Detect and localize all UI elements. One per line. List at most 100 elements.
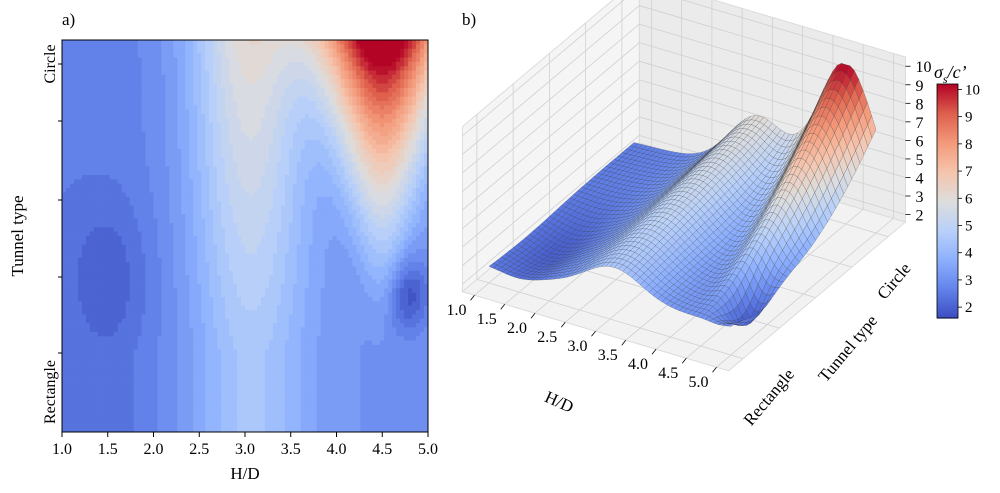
contour-cell <box>137 205 143 211</box>
contour-cell <box>133 249 139 255</box>
contour-cell <box>141 292 147 298</box>
contour-cell <box>149 275 155 281</box>
contour-cell <box>121 392 127 398</box>
contour-cell <box>145 305 151 311</box>
contour-cell <box>169 371 174 376</box>
contour-cell <box>237 253 242 259</box>
contour-cell <box>197 196 202 202</box>
contour-cell <box>241 384 246 390</box>
contour-cell <box>217 79 222 85</box>
contour-cell <box>201 292 206 298</box>
contour-cell <box>149 109 155 115</box>
contour-cell <box>113 74 119 80</box>
contour-cell <box>133 196 139 202</box>
contour-cell <box>205 231 210 237</box>
contour-cell <box>153 371 159 376</box>
contour-cell <box>209 296 214 302</box>
contour-cell <box>157 305 163 311</box>
contour-cell <box>89 79 95 85</box>
contour-cell <box>137 275 143 281</box>
contour-cell <box>153 275 159 281</box>
contour-cell <box>260 405 266 411</box>
contour-cell <box>173 166 178 172</box>
contour-cell <box>145 427 151 432</box>
contour-cell <box>77 275 83 281</box>
contour-cell <box>241 353 246 359</box>
contour-cell <box>81 166 87 172</box>
contour-cell <box>213 40 218 45</box>
contour-cell <box>264 66 270 72</box>
contour-cell <box>85 405 91 411</box>
contour-cell <box>205 96 210 102</box>
contour-cell <box>101 153 107 159</box>
contour-cell <box>85 301 91 307</box>
contour-cell <box>129 275 135 281</box>
contour-cell <box>81 344 87 350</box>
contour-cell <box>197 218 202 224</box>
contour-cell <box>241 201 246 207</box>
contour-cell <box>264 183 270 189</box>
contour-cell <box>81 270 87 276</box>
contour-cell <box>276 105 282 111</box>
contour-cell <box>117 288 123 294</box>
contour-cell <box>248 144 254 150</box>
contour-cell <box>65 244 71 250</box>
contour-cell <box>62 48 67 54</box>
contour-cell <box>213 227 218 233</box>
contour-cell <box>181 249 186 255</box>
contour-cell <box>117 61 123 67</box>
contour-cell <box>189 79 194 85</box>
contour-cell <box>268 135 274 141</box>
contour-cell <box>93 222 99 228</box>
contour-cell <box>213 392 218 398</box>
contour-cell <box>69 87 75 93</box>
contour-cell <box>165 384 171 390</box>
contour-cell <box>245 175 250 180</box>
contour-cell <box>197 74 202 80</box>
contour-cell <box>133 336 139 342</box>
contour-cell <box>209 79 214 85</box>
contour-cell <box>129 362 135 368</box>
contour-cell <box>229 188 234 194</box>
contour-cell <box>173 353 178 359</box>
contour-cell <box>125 327 131 333</box>
contour-cell <box>201 196 206 202</box>
contour-cell <box>264 257 270 263</box>
contour-cell <box>149 196 155 202</box>
contour-cell <box>197 336 202 342</box>
contour-cell <box>229 344 234 350</box>
contour-cell <box>229 288 234 294</box>
contour-cell <box>121 222 127 228</box>
contour-cell <box>241 257 246 263</box>
contour-cell <box>141 131 147 137</box>
contour-cell <box>149 83 155 89</box>
contour-cell <box>177 83 182 89</box>
contour-cell <box>229 57 234 63</box>
contour-cell <box>221 366 226 372</box>
contour-cell <box>260 105 266 111</box>
contour-cell <box>185 344 190 350</box>
contour-cell <box>153 127 159 133</box>
contour-cell <box>93 379 99 385</box>
contour-cell <box>177 179 182 185</box>
contour-cell <box>233 275 238 281</box>
contour-cell <box>177 318 182 324</box>
contour-cell <box>137 92 143 98</box>
contour-cell <box>125 48 131 54</box>
contour-cell <box>237 209 242 215</box>
contour-cell <box>177 244 182 250</box>
contour-cell <box>77 336 83 342</box>
contour-cell <box>137 127 143 133</box>
contour-cell <box>81 236 87 241</box>
contour-cell <box>149 175 155 180</box>
contour-cell <box>268 423 274 429</box>
contour-cell <box>233 323 238 329</box>
contour-cell <box>229 362 234 368</box>
contour-cell <box>268 61 274 67</box>
contour-cell <box>113 48 119 54</box>
contour-cell <box>181 83 186 89</box>
contour-cell <box>109 340 115 346</box>
contour-cell <box>229 340 234 346</box>
contour-cell <box>260 183 266 189</box>
contour-cell <box>185 201 190 207</box>
